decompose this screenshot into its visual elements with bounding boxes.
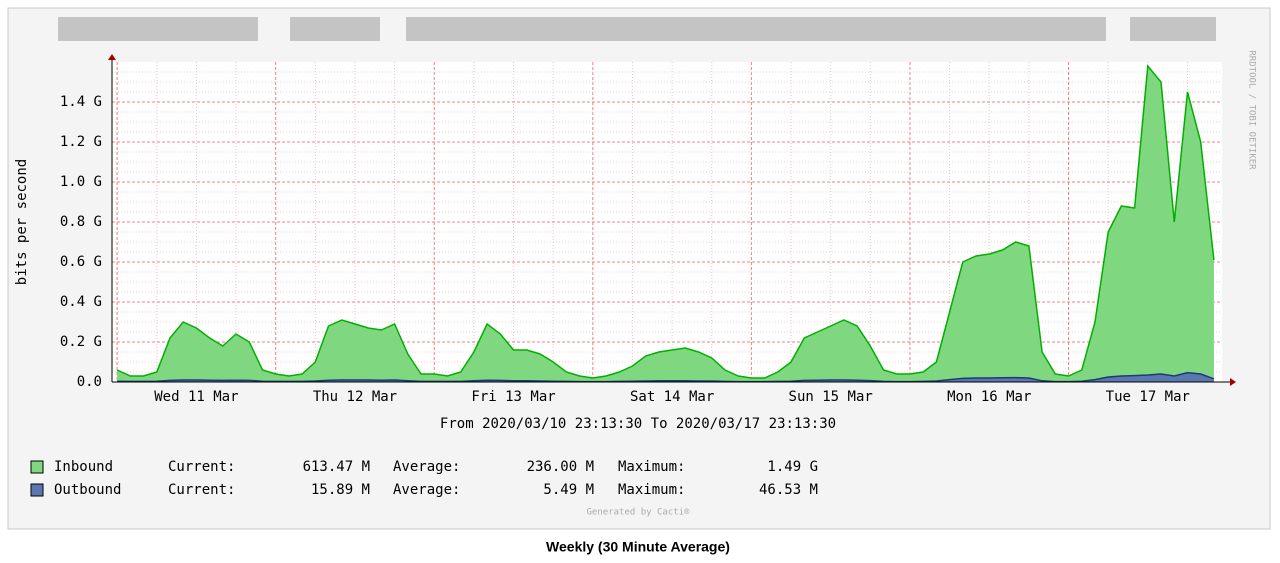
- legend-stat-value: 46.53 M: [759, 482, 818, 498]
- x-tick-label: Wed 11 Mar: [154, 389, 238, 405]
- legend-stat-label: Average:: [393, 459, 460, 475]
- x-tick-label: Sun 15 Mar: [789, 389, 873, 405]
- series-line: [116, 64, 1215, 379]
- legend-stat-label: Current:: [168, 459, 235, 475]
- y-tick-label: 0.6 G: [60, 254, 102, 270]
- y-tick-label: 1.4 G: [60, 94, 102, 110]
- y-tick-label: 0.2 G: [60, 334, 102, 350]
- legend-stat-value: 236.00 M: [527, 459, 594, 475]
- legend-stat-label: Average:: [393, 482, 460, 498]
- range-text: From 2020/03/10 23:13:30 To 2020/03/17 2…: [440, 416, 836, 432]
- series-area: [117, 66, 1214, 382]
- y-tick-label: 1.2 G: [60, 134, 102, 150]
- y-tick-label: 0.4 G: [60, 294, 102, 310]
- series-line: [117, 371, 1215, 383]
- legend-swatch: [30, 483, 44, 497]
- x-tick-label: Tue 17 Mar: [1106, 389, 1190, 405]
- x-tick-label: Thu 12 Mar: [313, 389, 397, 405]
- legend-label: Outbound: [54, 482, 121, 498]
- y-axis-arrow: [108, 54, 116, 60]
- legend-stat-label: Current:: [168, 482, 235, 498]
- footer: Generated by Cacti®: [587, 508, 691, 518]
- legend-stat-value: 1.49 G: [767, 459, 818, 475]
- x-tick-label: Fri 13 Mar: [471, 389, 555, 405]
- x-axis-arrow: [1230, 378, 1236, 386]
- legend-stat-label: Maximum:: [618, 482, 685, 498]
- y-axis-label: bits per second: [14, 159, 30, 285]
- legend-swatch: [30, 460, 44, 474]
- y-tick-label: 0.0: [77, 374, 102, 390]
- caption: Weekly (30 Minute Average): [546, 539, 730, 555]
- legend-stat-value: 15.89 M: [311, 482, 370, 498]
- legend-label: Inbound: [54, 459, 113, 475]
- side-note: RRDTOOL / TOBI OETIKER: [1247, 50, 1257, 170]
- legend-stat-label: Maximum:: [618, 459, 685, 475]
- legend-stat-value: 613.47 M: [303, 459, 370, 475]
- x-tick-label: Sat 14 Mar: [630, 389, 714, 405]
- y-tick-label: 1.0 G: [60, 174, 102, 190]
- blurred-title: [58, 17, 1216, 41]
- legend-stat-value: 5.49 M: [543, 482, 594, 498]
- x-tick-label: Mon 16 Mar: [947, 389, 1031, 405]
- y-tick-label: 0.8 G: [60, 214, 102, 230]
